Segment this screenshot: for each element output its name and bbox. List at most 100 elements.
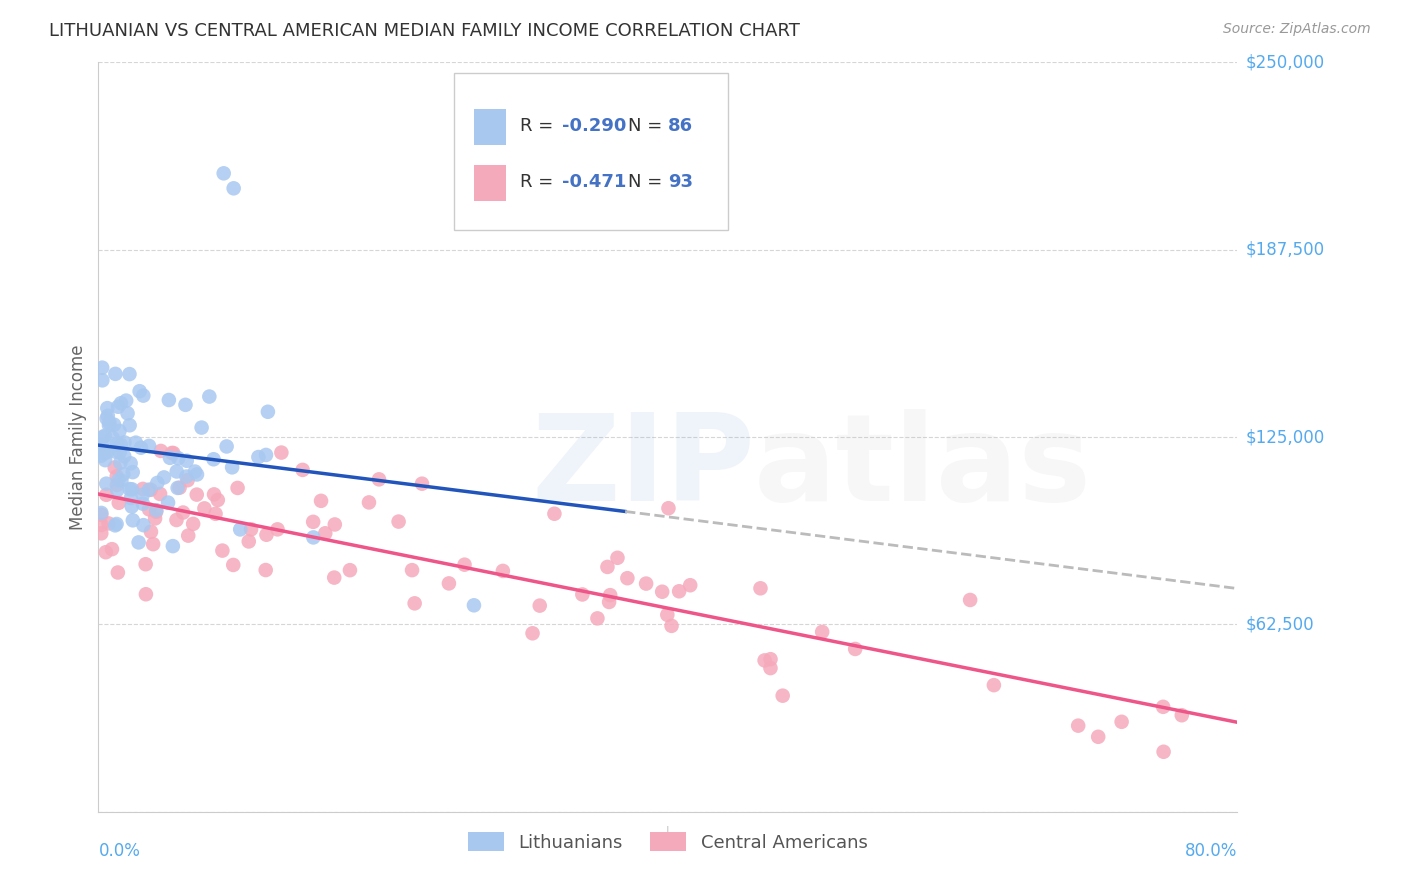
Text: ZIP: ZIP (531, 409, 755, 525)
Point (135, 587, 157, 601)
Text: Source: ZipAtlas.com: Source: ZipAtlas.com (1223, 22, 1371, 37)
Point (754, 653, 776, 667)
Point (229, 522, 252, 536)
Point (215, 440, 238, 454)
Point (1152, 699, 1174, 714)
Point (543, 507, 565, 521)
Text: 0.0%: 0.0% (98, 842, 141, 860)
Point (90, 518, 112, 533)
Point (411, 476, 433, 491)
Point (586, 611, 609, 625)
Point (190, 420, 212, 434)
Text: atlas: atlas (754, 409, 1091, 525)
Point (104, 460, 127, 475)
Point (254, 448, 277, 462)
Point (103, 417, 125, 432)
Point (172, 506, 194, 520)
Point (139, 524, 162, 539)
Point (105, 483, 128, 497)
Point (844, 642, 866, 657)
Point (93, 446, 115, 460)
Text: |: | (666, 826, 669, 836)
Point (368, 472, 391, 486)
Point (404, 596, 426, 610)
Point (90, 508, 112, 522)
Point (314, 526, 336, 541)
Point (463, 599, 485, 613)
Point (162, 539, 184, 553)
Text: 86: 86 (668, 117, 693, 135)
Point (302, 515, 325, 529)
Point (110, 456, 132, 470)
Point (121, 465, 143, 479)
Point (160, 446, 183, 460)
Point (128, 535, 150, 549)
Point (270, 445, 292, 459)
Point (176, 469, 198, 483)
Point (145, 505, 167, 519)
Point (323, 571, 346, 585)
Point (112, 449, 135, 463)
Point (772, 689, 794, 703)
Point (128, 384, 150, 399)
Point (118, 367, 141, 381)
Point (226, 481, 249, 495)
Point (94, 453, 117, 467)
Point (174, 398, 197, 412)
Point (90, 445, 112, 459)
Point (309, 493, 332, 508)
Point (339, 563, 361, 577)
Text: R =: R = (520, 117, 558, 135)
Point (90, 439, 112, 453)
Point (1153, 745, 1175, 759)
Point (104, 518, 127, 533)
Point (120, 456, 142, 470)
Point (453, 558, 475, 572)
Point (104, 367, 127, 381)
Point (132, 497, 155, 511)
Point (181, 516, 204, 531)
Point (96, 445, 118, 459)
Point (132, 518, 155, 533)
Point (983, 678, 1005, 692)
Point (101, 431, 124, 445)
Point (668, 584, 690, 599)
Point (749, 582, 772, 596)
Point (149, 487, 172, 501)
Point (125, 435, 148, 450)
Point (91, 360, 114, 375)
Point (657, 607, 679, 622)
Point (108, 445, 131, 459)
Point (529, 599, 551, 613)
Point (169, 481, 191, 495)
Point (302, 530, 325, 544)
Point (186, 487, 208, 501)
Point (132, 488, 155, 502)
Point (117, 406, 139, 420)
Point (599, 588, 621, 602)
Point (186, 467, 208, 482)
Point (651, 584, 673, 599)
Point (240, 522, 263, 536)
Point (157, 392, 180, 407)
Point (143, 511, 166, 525)
Point (90, 430, 112, 444)
Point (247, 450, 270, 464)
Point (121, 483, 143, 497)
Text: 80.0%: 80.0% (1185, 842, 1237, 860)
Point (110, 396, 132, 410)
Point (598, 595, 620, 609)
Point (212, 166, 235, 180)
Point (149, 444, 172, 458)
Point (120, 491, 142, 505)
Point (96, 476, 118, 491)
Point (606, 550, 628, 565)
Point (759, 652, 782, 666)
Text: -0.471: -0.471 (562, 173, 626, 191)
Point (254, 563, 277, 577)
Point (596, 560, 619, 574)
Point (492, 564, 515, 578)
Point (107, 400, 129, 414)
Point (202, 487, 225, 501)
Point (177, 528, 200, 542)
